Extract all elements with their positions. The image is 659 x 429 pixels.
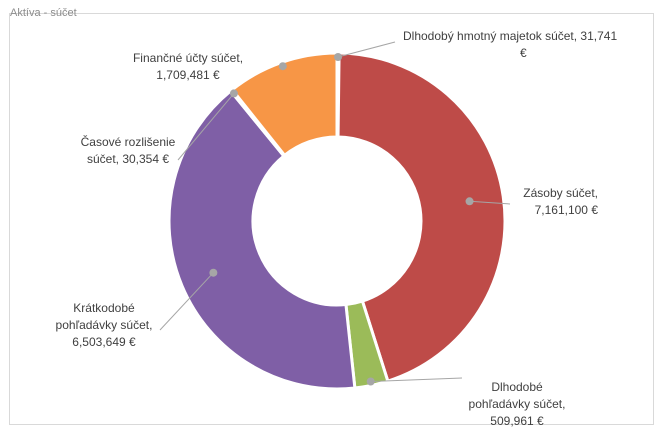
data-label-kratkodobe-pohladavky-sucet: Krátkodobé pohľadávky súčet, 6,503,649 € xyxy=(56,301,153,349)
leader-line-kratkodobe-pohladavky-sucet xyxy=(159,272,214,331)
data-label-line: Finančné účty súčet, xyxy=(133,51,243,65)
leader-dot-financne-ucty-sucet xyxy=(278,62,287,71)
leader-line-dlhodoby-hmotny-majetok-sucet xyxy=(337,41,396,58)
slice-kratkodobe-pohladavky-sucet xyxy=(167,88,357,391)
data-label-line: súčet, 30,354 € xyxy=(87,152,169,166)
leader-line-casove-rozlisenie-sucet xyxy=(177,93,235,161)
data-label-line: Zásoby súčet, xyxy=(523,186,598,200)
leader-line-dlhodobe-pohladavky-sucet xyxy=(370,377,463,382)
data-label-line: 7,161,100 € xyxy=(535,203,599,217)
data-label-zasoby-sucet: Zásoby súčet, 7,161,100 € xyxy=(523,186,598,217)
data-label-line: pohľadávky súčet, xyxy=(56,318,153,332)
data-label-line: Dlhodobý hmotný majetok súčet, 31,741 xyxy=(403,29,617,43)
slice-financne-ucty-sucet xyxy=(230,51,339,158)
data-label-dlhodoby-hmotny-majetok-sucet: Dlhodobý hmotný majetok súčet, 31,741 € xyxy=(403,29,617,60)
data-label-line: Krátkodobé xyxy=(73,301,135,315)
data-label-financne-ucty-sucet: Finančné účty súčet, 1,709,481 € xyxy=(133,51,243,82)
data-label-line: 509,961 € xyxy=(490,414,544,428)
data-label-line: Dlhodobé xyxy=(491,380,543,394)
slice-zasoby-sucet xyxy=(336,51,507,384)
data-label-line: 6,503,649 € xyxy=(72,335,136,349)
data-label-line: 1,709,481 € xyxy=(156,68,220,82)
data-label-casove-rozlisenie-sucet: Časové rozlišenie súčet, 30,354 € xyxy=(81,134,176,166)
leader-line-zasoby-sucet xyxy=(469,200,511,205)
data-label-line: € xyxy=(520,46,527,60)
data-label-line: pohľadávky súčet, xyxy=(469,397,566,411)
chart-title-cropped: Aktíva - súčet xyxy=(10,8,77,18)
data-label-dlhodobe-pohladavky-sucet: Dlhodobé pohľadávky súčet, 509,961 € xyxy=(469,380,566,428)
data-label-line: Časové rozlišenie xyxy=(81,134,176,149)
